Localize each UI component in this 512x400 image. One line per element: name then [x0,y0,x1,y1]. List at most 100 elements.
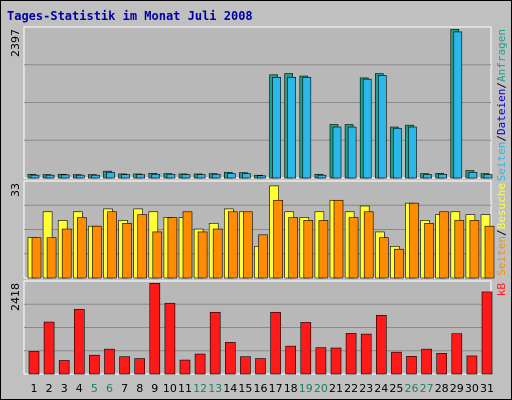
bar-seiten-day-8 [137,214,147,279]
bar-seiten-day-22 [348,217,359,279]
day-label-1: 1 [31,382,38,395]
bar-dateien-day-23 [362,78,372,179]
bar-seiten-day-16 [258,234,268,279]
day-label-15: 15 [238,382,252,395]
day-label-11: 11 [178,382,192,395]
legend-entry-besuche: Besuche [495,183,508,229]
bar-kb-day-26 [406,356,417,375]
bar-kb-day-19 [300,322,312,375]
bar-seiten-day-14 [228,211,238,279]
bar-seiten-day-18 [288,217,299,279]
bar-kb-day-4 [74,308,85,375]
bar-kb-day-27 [421,348,432,375]
bar-dateien-day-22 [347,126,357,179]
bar-dateien-day-7 [121,174,130,179]
day-label-18: 18 [284,382,298,395]
bar-kb-day-28 [436,353,448,375]
bar-dateien-day-21 [332,126,342,179]
bar-kb-day-11 [179,359,191,375]
bar-kb-day-18 [285,345,297,375]
day-label-28: 28 [435,382,449,395]
bar-kb-day-14 [225,342,236,375]
legend-entry-seiten: Seiten [495,236,508,276]
legend-top: Seiten/Dateien/Anfragen [495,29,508,181]
bar-kb-day-20 [315,347,327,375]
bar-kb-day-12 [194,353,206,375]
bar-dateien-day-17 [272,76,281,179]
bar-dateien-day-28 [438,173,448,179]
bar-seiten-day-9 [152,231,163,279]
bar-dateien-day-31 [483,174,493,179]
bar-kb-day-1 [28,351,40,375]
day-label-13: 13 [208,382,222,395]
bar-kb-day-24 [375,314,387,375]
bar-kb-day-15 [240,356,251,375]
bar-seiten-day-11 [182,211,193,279]
day-label-14: 14 [223,382,237,395]
bar-seiten-day-7 [122,223,132,279]
bar-seiten-day-26 [409,202,419,279]
chart-title: Tages-Statistik im Monat Juli 2008 [7,9,253,23]
bar-dateien-day-4 [76,174,85,179]
bar-dateien-day-10 [166,173,176,179]
day-label-2: 2 [46,382,53,395]
day-label-9: 9 [151,382,158,395]
bar-dateien-day-11 [181,174,191,179]
bar-kb-day-30 [466,355,478,375]
bar-kb-day-17 [270,311,281,375]
bar-kb-day-8 [134,358,145,375]
day-label-16: 16 [254,382,268,395]
bar-seiten-day-31 [484,225,495,279]
day-label-29: 29 [450,382,464,395]
day-label-4: 4 [76,382,83,395]
day-label-26: 26 [405,382,419,395]
day-label-20: 20 [314,382,328,395]
bar-dateien-day-20 [317,174,327,179]
legend-entry-dateien: Dateien [495,89,508,135]
bar-seiten-day-24 [378,237,389,279]
bar-kb-day-7 [119,356,130,375]
day-label-6: 6 [106,382,113,395]
bar-kb-day-13 [209,311,221,375]
bar-kb-day-31 [481,291,493,375]
bar-seiten-day-13 [212,228,223,279]
bar-seiten-day-30 [469,220,480,279]
bar-seiten-day-21 [333,199,344,279]
bar-dateien-day-8 [136,174,145,179]
legend-entry-separator: / [495,82,508,89]
bar-seiten-day-17 [273,199,283,279]
bar-kb-day-25 [391,351,402,375]
legend-entry-separator: / [495,135,508,142]
bar-dateien-day-9 [151,173,161,179]
day-label-19: 19 [299,382,313,395]
bar-seiten-day-6 [107,211,117,279]
bar-seiten-day-19 [303,220,314,279]
bar-dateien-day-16 [257,175,266,179]
legend-bottom: kB [495,283,508,297]
bar-kb-day-2 [43,321,55,375]
bar-seiten-day-15 [243,211,253,279]
day-label-25: 25 [389,382,403,395]
legend-entry-separator: / [495,229,508,236]
bar-seiten-day-23 [363,211,374,279]
bar-dateien-day-30 [468,172,478,179]
bar-seiten-day-28 [439,211,450,279]
bar-dateien-day-13 [211,173,221,179]
y-max-label-bottom: 2418 [9,283,22,311]
bar-dateien-day-24 [377,75,387,179]
bar-seiten-day-20 [318,220,329,279]
bar-dateien-day-14 [227,173,236,179]
bar-dateien-day-3 [60,174,70,179]
bar-dateien-day-29 [453,31,463,179]
day-label-27: 27 [420,382,434,395]
day-label-10: 10 [163,382,177,395]
bar-kb-day-5 [89,354,100,375]
bar-seiten-day-27 [424,223,434,279]
legend-entry-anfragen: Anfragen [495,29,508,82]
bar-seiten-day-12 [197,231,208,279]
bar-kb-day-6 [104,348,115,375]
day-label-7: 7 [121,382,128,395]
day-label-8: 8 [136,382,143,395]
bar-kb-day-16 [255,358,266,375]
